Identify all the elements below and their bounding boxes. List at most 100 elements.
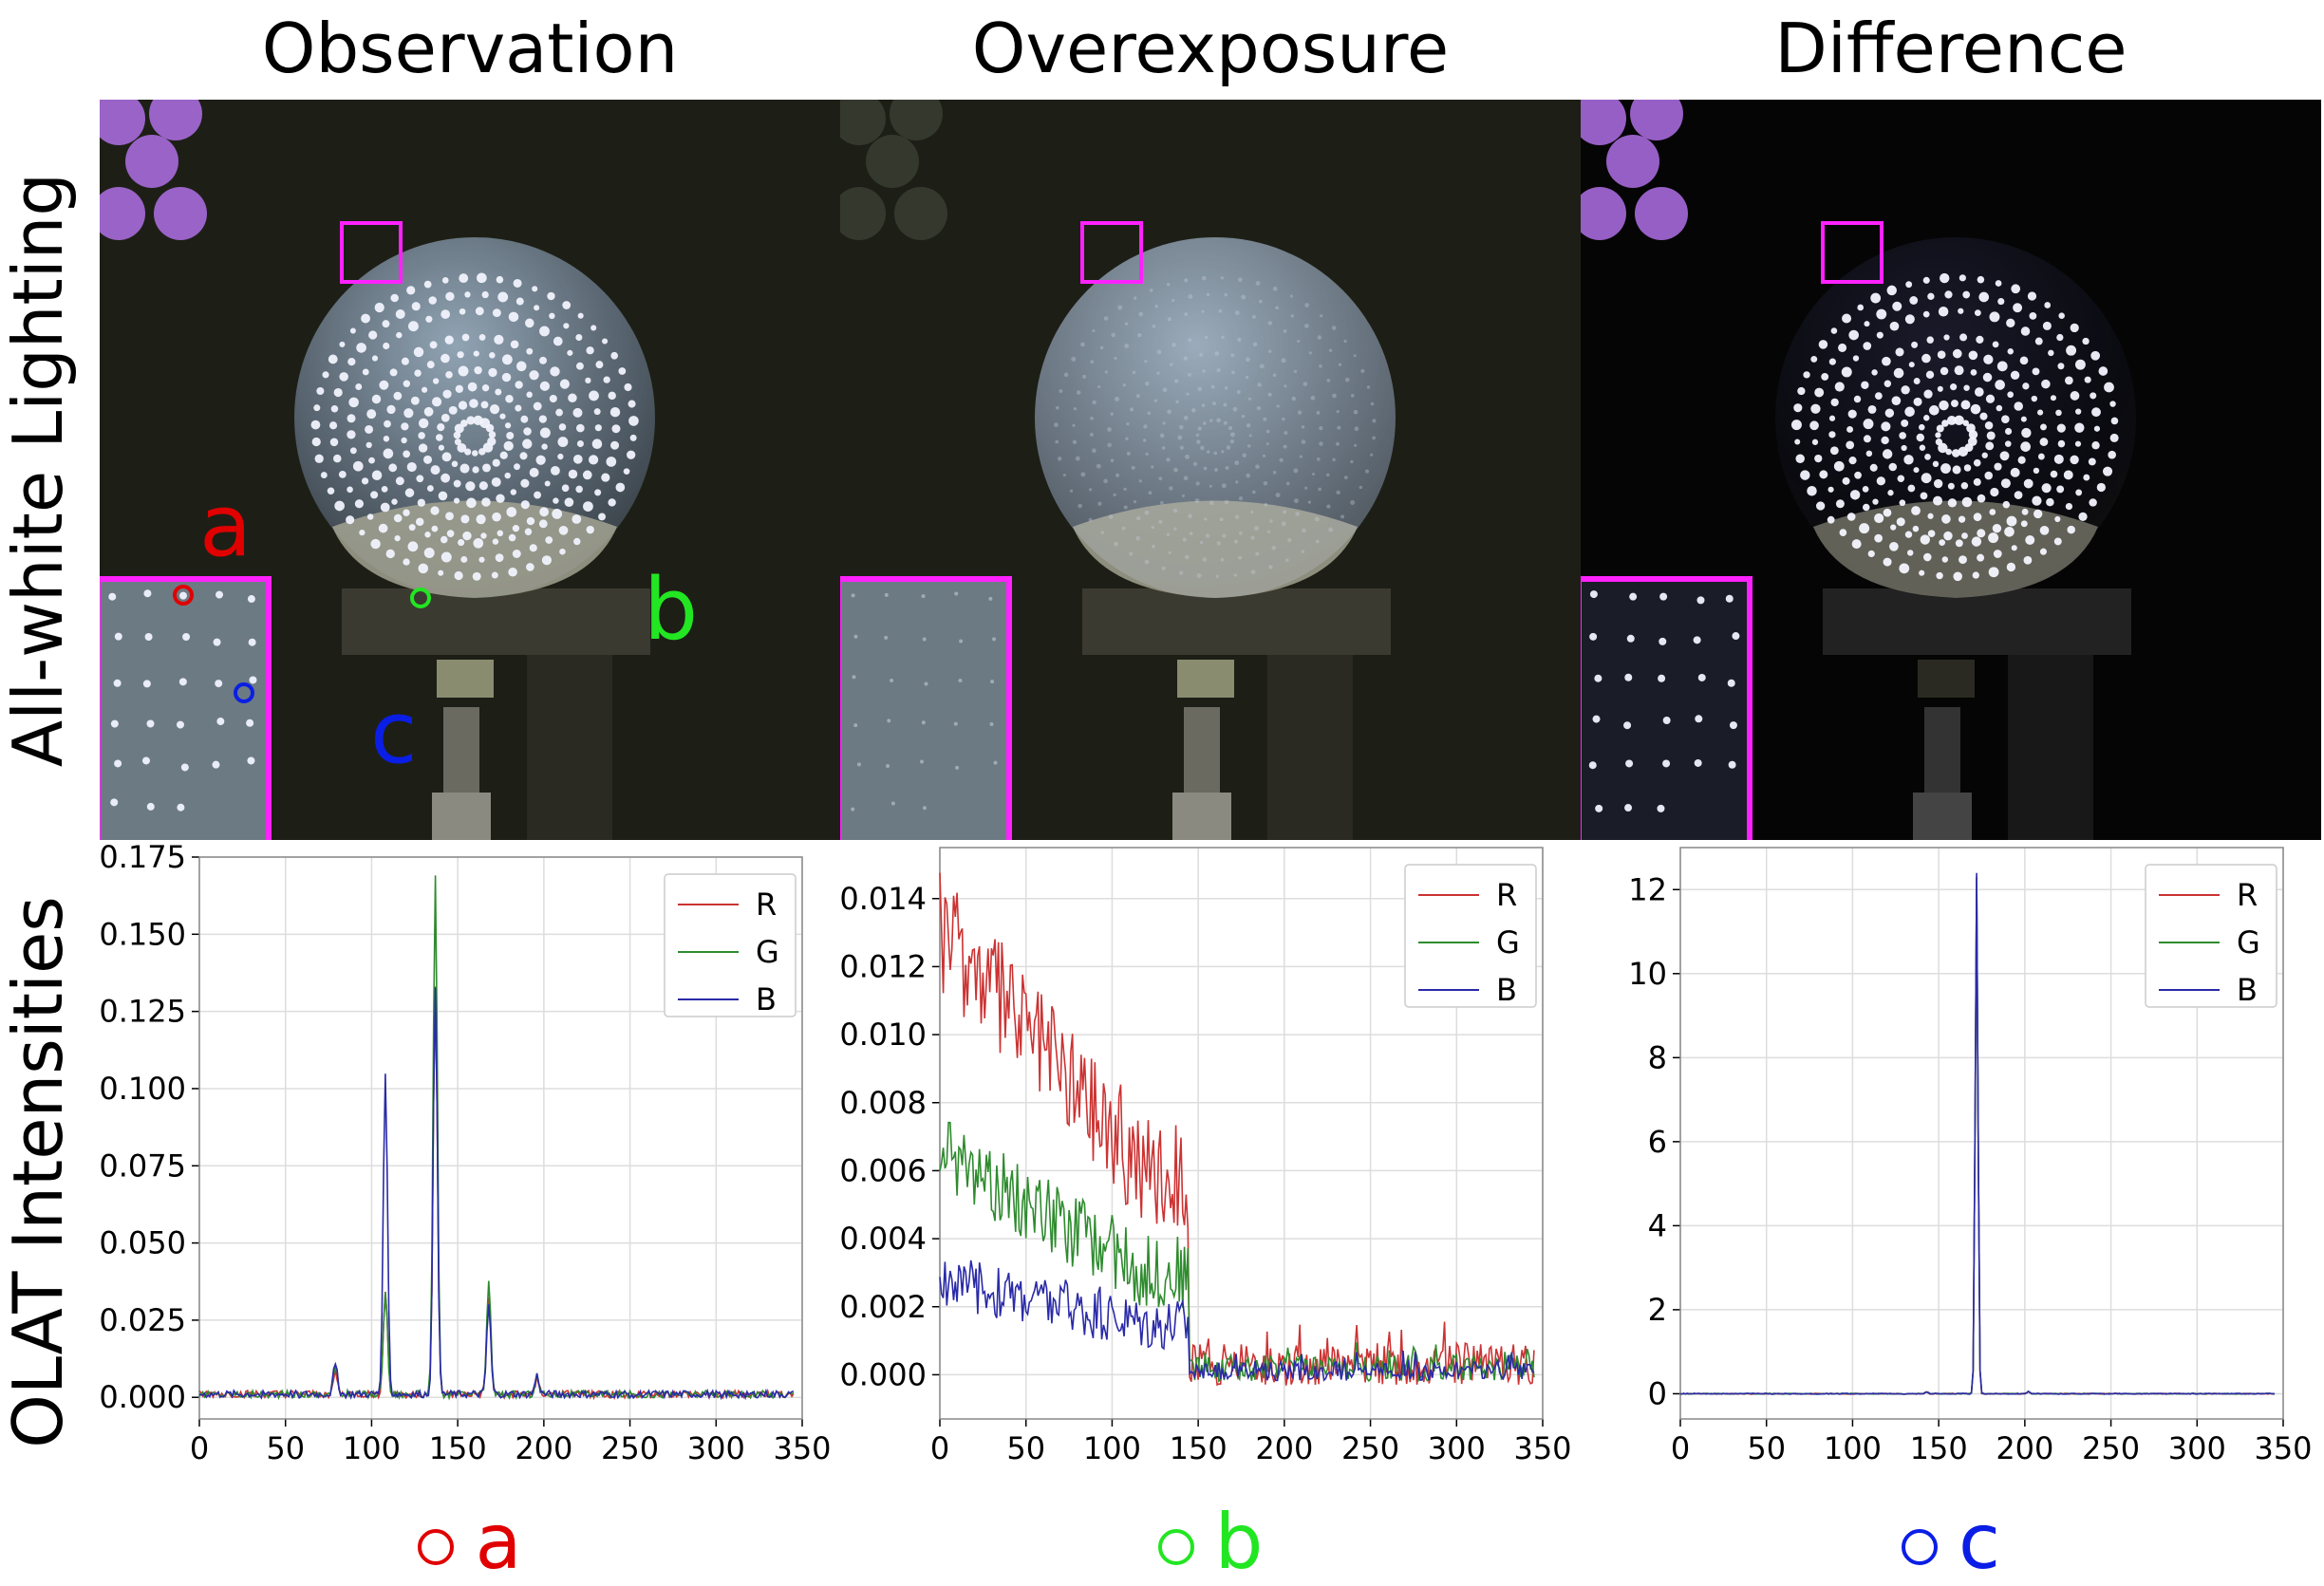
reflection-dot bbox=[1941, 514, 1951, 524]
bokeh-light bbox=[840, 100, 886, 145]
reflection-dot bbox=[339, 341, 346, 347]
reflection-dot bbox=[535, 455, 546, 465]
reflection-dot bbox=[1337, 425, 1341, 430]
reflection-dot bbox=[1201, 403, 1206, 407]
inset-dot bbox=[1592, 715, 1601, 723]
reflection-dot bbox=[480, 532, 487, 539]
reflection-dot bbox=[1121, 526, 1126, 531]
inset-border bbox=[1581, 576, 1752, 840]
reflection-dot bbox=[1267, 321, 1272, 326]
reflection-dot bbox=[1103, 478, 1108, 484]
reflection-dot bbox=[492, 538, 499, 545]
reflection-dot bbox=[2006, 562, 2016, 572]
reflection-dot bbox=[1336, 410, 1340, 414]
inset-dot bbox=[953, 721, 958, 726]
reflection-dot bbox=[1159, 433, 1165, 438]
inset-fill bbox=[100, 579, 269, 840]
reflection-dot bbox=[1237, 337, 1242, 342]
reflection-dot bbox=[1055, 439, 1059, 444]
reflection-dot bbox=[1807, 485, 1817, 496]
reflection-dot bbox=[1943, 334, 1950, 341]
y-tick-label: 0.006 bbox=[840, 1152, 927, 1188]
reflection-dot bbox=[1090, 416, 1094, 420]
reflection-dot bbox=[515, 381, 523, 389]
reflection-dot bbox=[2019, 356, 2029, 365]
reflection-dot bbox=[2020, 520, 2028, 528]
y-tick-label: 0.000 bbox=[840, 1356, 927, 1392]
reflection-dot bbox=[544, 480, 551, 487]
reflection-dot bbox=[1961, 532, 1968, 539]
reflection-dot bbox=[2070, 323, 2079, 333]
reflection-dot bbox=[582, 470, 592, 480]
inset-dot bbox=[884, 635, 889, 640]
reflection-dot bbox=[495, 388, 502, 396]
reflection-dot bbox=[1291, 396, 1297, 401]
reflection-dot bbox=[401, 437, 407, 444]
reflection-dot bbox=[1953, 571, 1962, 582]
legend-label: G bbox=[2237, 924, 2260, 961]
reflection-dot bbox=[1221, 450, 1225, 454]
reflection-dot bbox=[1810, 355, 1818, 363]
y-tick-label: 0.175 bbox=[100, 840, 186, 875]
inset-dot bbox=[1693, 636, 1701, 644]
reflection-dot bbox=[371, 394, 382, 404]
reflection-dot bbox=[2007, 391, 2015, 399]
reflection-dot bbox=[2020, 416, 2027, 422]
reflection-dot bbox=[606, 457, 617, 467]
reflection-dot bbox=[628, 400, 636, 408]
level-vial bbox=[1177, 660, 1234, 698]
reflection-dot bbox=[1874, 513, 1884, 524]
reflection-dot bbox=[562, 301, 572, 309]
reflection-dot bbox=[1985, 394, 1996, 403]
reflection-dot bbox=[1089, 488, 1093, 492]
reflection-dot bbox=[1899, 499, 1906, 507]
reflection-dot bbox=[1265, 429, 1270, 434]
reflection-dot bbox=[414, 369, 422, 377]
reflection-dot bbox=[1144, 510, 1150, 515]
reflection-dot bbox=[477, 272, 487, 284]
reflection-dot bbox=[506, 507, 517, 517]
reflection-dot bbox=[1963, 464, 1972, 472]
reflection-dot bbox=[567, 349, 573, 356]
reflection-dot bbox=[1993, 550, 2002, 558]
reflection-dot bbox=[474, 365, 482, 375]
reflection-dot bbox=[438, 491, 448, 501]
reflection-dot bbox=[1257, 383, 1262, 387]
x-tick-label: 0 bbox=[930, 1430, 949, 1466]
x-tick-label: 100 bbox=[343, 1430, 401, 1466]
point-marker-c bbox=[234, 682, 254, 703]
reflection-dot bbox=[627, 450, 636, 459]
inset-dot bbox=[988, 596, 993, 601]
y-tick-label: 12 bbox=[1628, 871, 1667, 907]
reflection-dot bbox=[1262, 454, 1266, 457]
reflection-dot bbox=[1166, 532, 1171, 536]
reflection-dot bbox=[1874, 533, 1883, 543]
screw-knob bbox=[1172, 793, 1231, 840]
inset-dot bbox=[1589, 590, 1598, 599]
reflection-dot bbox=[608, 498, 616, 507]
reflection-dot bbox=[1259, 364, 1265, 369]
reflection-dot bbox=[2042, 321, 2052, 330]
reflection-dot bbox=[1937, 350, 1946, 360]
reflection-dot bbox=[451, 460, 459, 468]
reflection-dot bbox=[348, 397, 359, 408]
inset-dot bbox=[247, 756, 255, 765]
reflection-dot bbox=[1933, 478, 1943, 489]
reflection-dot bbox=[2011, 545, 2017, 551]
reflection-dot bbox=[1238, 496, 1244, 501]
reflection-dot bbox=[520, 415, 529, 423]
reflection-dot bbox=[1209, 484, 1212, 488]
circle-marker-icon bbox=[1902, 1529, 1938, 1566]
reflection-dot bbox=[1135, 535, 1140, 541]
reflection-dot bbox=[440, 353, 450, 364]
reflection-dot bbox=[1293, 369, 1298, 373]
reflection-dot bbox=[1864, 321, 1870, 327]
reflection-dot bbox=[1988, 567, 1999, 578]
reflection-dot bbox=[1216, 368, 1221, 373]
reflection-dot bbox=[1904, 314, 1915, 325]
reflection-dot bbox=[410, 396, 420, 405]
reflection-dot bbox=[1970, 369, 1977, 376]
reflection-dot bbox=[1874, 392, 1883, 401]
reflection-dot bbox=[2053, 537, 2062, 546]
reflection-dot bbox=[1320, 314, 1323, 318]
